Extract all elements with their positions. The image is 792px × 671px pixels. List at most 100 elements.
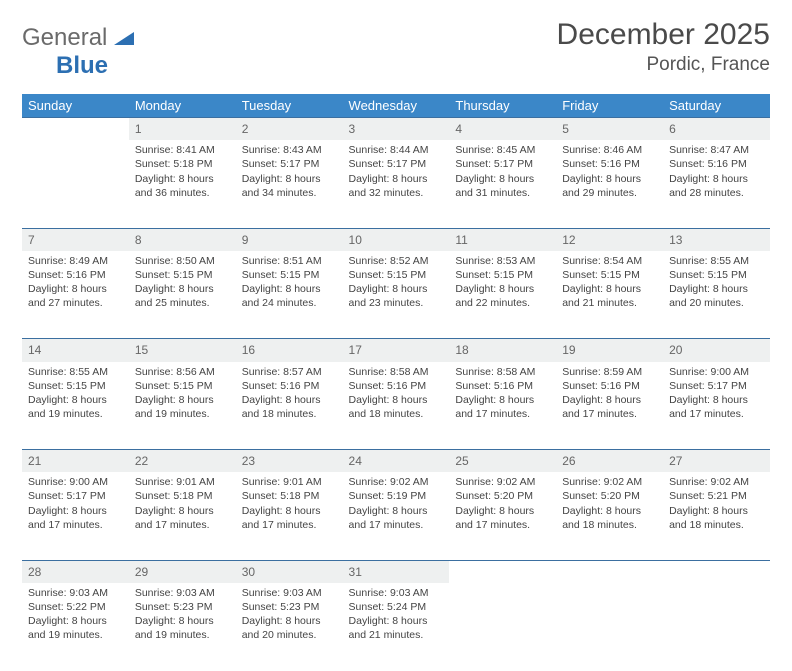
day-cell: Sunrise: 9:03 AMSunset: 5:23 PMDaylight:… [129,583,236,671]
day-cell: Sunrise: 9:03 AMSunset: 5:23 PMDaylight:… [236,583,343,671]
sunrise-line: Sunrise: 8:41 AM [135,143,230,157]
day-cell: Sunrise: 8:49 AMSunset: 5:16 PMDaylight:… [22,251,129,339]
sunrise-line: Sunrise: 8:55 AM [28,365,123,379]
day-number: 21 [22,450,129,473]
day-number: 22 [129,450,236,473]
weekday-header: Wednesday [343,94,450,118]
weekday-header: Sunday [22,94,129,118]
calendar-table: SundayMondayTuesdayWednesdayThursdayFrid… [22,94,770,671]
day-number: 10 [343,228,450,251]
empty-cell [22,118,129,141]
sunrise-line: Sunrise: 8:46 AM [562,143,657,157]
day-cell: Sunrise: 9:02 AMSunset: 5:19 PMDaylight:… [343,472,450,560]
triangle-icon [114,24,134,40]
sunrise-line: Sunrise: 8:47 AM [669,143,764,157]
daylight-line: Daylight: 8 hours and 34 minutes. [242,172,337,200]
sunset-line: Sunset: 5:15 PM [28,379,123,393]
sunset-line: Sunset: 5:16 PM [28,268,123,282]
weekday-header: Monday [129,94,236,118]
weekday-header: Tuesday [236,94,343,118]
sunset-line: Sunset: 5:23 PM [135,600,230,614]
sunset-line: Sunset: 5:16 PM [349,379,444,393]
daylight-line: Daylight: 8 hours and 17 minutes. [242,504,337,532]
day-cell: Sunrise: 9:00 AMSunset: 5:17 PMDaylight:… [22,472,129,560]
sunset-line: Sunset: 5:18 PM [242,489,337,503]
sunset-line: Sunset: 5:17 PM [669,379,764,393]
day-cell: Sunrise: 9:00 AMSunset: 5:17 PMDaylight:… [663,362,770,450]
day-number-row: 14151617181920 [22,339,770,362]
day-cell: Sunrise: 8:55 AMSunset: 5:15 PMDaylight:… [22,362,129,450]
day-content-row: Sunrise: 8:49 AMSunset: 5:16 PMDaylight:… [22,251,770,339]
day-number: 6 [663,118,770,141]
sunrise-line: Sunrise: 8:56 AM [135,365,230,379]
sunset-line: Sunset: 5:15 PM [242,268,337,282]
daylight-line: Daylight: 8 hours and 18 minutes. [562,504,657,532]
logo-word-2: Blue [56,52,108,79]
sunset-line: Sunset: 5:18 PM [135,489,230,503]
logo: General Blue [22,18,134,80]
sunset-line: Sunset: 5:15 PM [562,268,657,282]
daylight-line: Daylight: 8 hours and 21 minutes. [349,614,444,642]
daylight-line: Daylight: 8 hours and 17 minutes. [455,393,550,421]
sunset-line: Sunset: 5:18 PM [135,157,230,171]
day-cell: Sunrise: 9:02 AMSunset: 5:20 PMDaylight:… [449,472,556,560]
day-cell: Sunrise: 8:41 AMSunset: 5:18 PMDaylight:… [129,140,236,228]
sunset-line: Sunset: 5:15 PM [135,268,230,282]
empty-cell [556,560,663,583]
day-number: 17 [343,339,450,362]
day-number: 7 [22,228,129,251]
title-block: December 2025 Pordic, France [557,18,770,76]
daylight-line: Daylight: 8 hours and 24 minutes. [242,282,337,310]
day-number-row: 78910111213 [22,228,770,251]
daylight-line: Daylight: 8 hours and 19 minutes. [28,614,123,642]
day-number: 9 [236,228,343,251]
day-number: 30 [236,560,343,583]
sunrise-line: Sunrise: 8:52 AM [349,254,444,268]
day-number: 29 [129,560,236,583]
sunrise-line: Sunrise: 8:45 AM [455,143,550,157]
day-number: 2 [236,118,343,141]
empty-cell [556,583,663,671]
day-number: 18 [449,339,556,362]
day-number: 20 [663,339,770,362]
sunrise-line: Sunrise: 9:02 AM [349,475,444,489]
daylight-line: Daylight: 8 hours and 29 minutes. [562,172,657,200]
daylight-line: Daylight: 8 hours and 22 minutes. [455,282,550,310]
sunrise-line: Sunrise: 8:53 AM [455,254,550,268]
logo-word-1: General [22,24,107,51]
day-cell: Sunrise: 8:54 AMSunset: 5:15 PMDaylight:… [556,251,663,339]
day-number: 14 [22,339,129,362]
day-cell: Sunrise: 8:55 AMSunset: 5:15 PMDaylight:… [663,251,770,339]
day-cell: Sunrise: 9:01 AMSunset: 5:18 PMDaylight:… [236,472,343,560]
day-number: 1 [129,118,236,141]
sunset-line: Sunset: 5:17 PM [242,157,337,171]
sunset-line: Sunset: 5:23 PM [242,600,337,614]
sunrise-line: Sunrise: 8:50 AM [135,254,230,268]
sunrise-line: Sunrise: 9:01 AM [242,475,337,489]
daylight-line: Daylight: 8 hours and 21 minutes. [562,282,657,310]
day-cell: Sunrise: 9:02 AMSunset: 5:21 PMDaylight:… [663,472,770,560]
day-cell: Sunrise: 8:58 AMSunset: 5:16 PMDaylight:… [343,362,450,450]
sunrise-line: Sunrise: 8:58 AM [455,365,550,379]
daylight-line: Daylight: 8 hours and 19 minutes. [28,393,123,421]
day-cell: Sunrise: 9:01 AMSunset: 5:18 PMDaylight:… [129,472,236,560]
day-number: 16 [236,339,343,362]
day-cell: Sunrise: 8:52 AMSunset: 5:15 PMDaylight:… [343,251,450,339]
daylight-line: Daylight: 8 hours and 17 minutes. [455,504,550,532]
daylight-line: Daylight: 8 hours and 17 minutes. [562,393,657,421]
sunset-line: Sunset: 5:17 PM [455,157,550,171]
day-cell: Sunrise: 8:47 AMSunset: 5:16 PMDaylight:… [663,140,770,228]
weekday-header: Friday [556,94,663,118]
sunrise-line: Sunrise: 8:55 AM [669,254,764,268]
empty-cell [449,583,556,671]
day-number-row: 123456 [22,118,770,141]
day-cell: Sunrise: 8:57 AMSunset: 5:16 PMDaylight:… [236,362,343,450]
day-cell: Sunrise: 8:46 AMSunset: 5:16 PMDaylight:… [556,140,663,228]
daylight-line: Daylight: 8 hours and 20 minutes. [242,614,337,642]
day-cell: Sunrise: 8:56 AMSunset: 5:15 PMDaylight:… [129,362,236,450]
weekday-header-row: SundayMondayTuesdayWednesdayThursdayFrid… [22,94,770,118]
daylight-line: Daylight: 8 hours and 17 minutes. [28,504,123,532]
daylight-line: Daylight: 8 hours and 17 minutes. [349,504,444,532]
day-number: 13 [663,228,770,251]
sunset-line: Sunset: 5:20 PM [455,489,550,503]
